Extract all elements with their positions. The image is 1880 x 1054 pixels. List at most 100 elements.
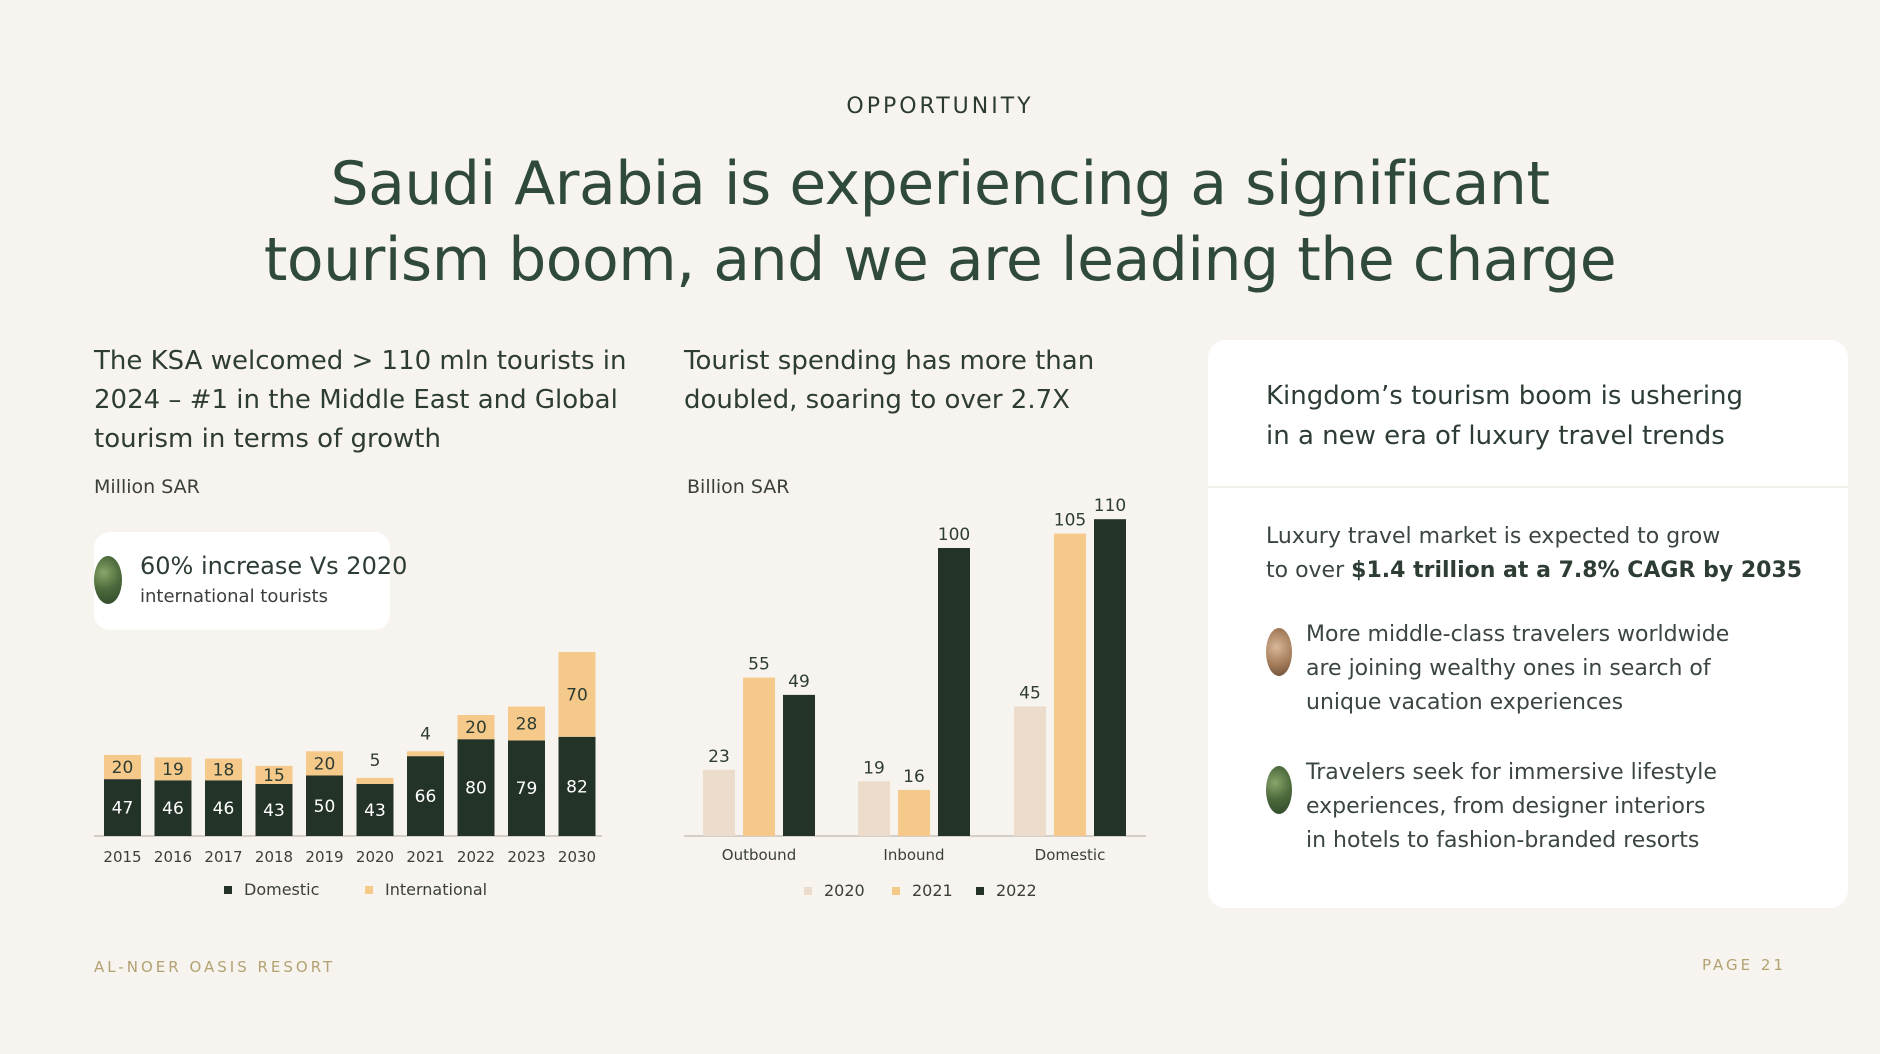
tick-label-outbound: Outbound: [722, 846, 796, 864]
bar-international-2030: [558, 652, 596, 737]
legend-label-domestic: Domestic: [244, 880, 320, 899]
title-line-1: Saudi Arabia is experiencing a significa…: [330, 149, 1550, 219]
bullet-immersive: Travelers seek for immersive lifestyle e…: [1306, 756, 1776, 858]
bar-inbound-2022: [938, 548, 970, 836]
left-legend-domestic: Domestic: [224, 880, 319, 899]
eyebrow: OPPORTUNITY: [846, 94, 1034, 119]
data-label-domestic-2020: 43: [364, 801, 386, 821]
bar-domestic-2021: [407, 756, 444, 836]
left-heading-line-3: tourism in terms of growth: [94, 424, 441, 454]
middle-legend-2020: 2020: [804, 881, 865, 900]
lead-line-2: to over $1.4 trillion at a 7.8% CAGR by …: [1266, 554, 1806, 588]
data-label-domestic-2030: 82: [566, 777, 588, 797]
tick-label-2030: 2030: [558, 848, 596, 866]
panel-divider: [1208, 486, 1848, 488]
data-label-international-2020: 5: [370, 751, 381, 771]
tick-label-2016: 2016: [154, 848, 192, 866]
data-label-domestic-2022: 80: [465, 779, 487, 799]
bar-inbound-2020: [858, 781, 890, 836]
data-label-domestic-2023: 79: [516, 779, 538, 799]
data-label-international-2019: 20: [314, 754, 336, 774]
data-label-international-2023: 28: [516, 714, 538, 734]
lead-highlight: $1.4 trillion at a 7.8% CAGR by 2035: [1351, 558, 1803, 583]
data-label-inbound-2020: 19: [863, 758, 885, 778]
data-label-international-2030: 70: [566, 685, 588, 705]
bullet2-line-2: experiences, from designer interiors: [1306, 794, 1706, 819]
page-title: Saudi Arabia is experiencing a significa…: [0, 146, 1880, 298]
bar-domestic-2016: [154, 780, 192, 836]
data-label-domestic-2021: 66: [415, 787, 437, 807]
data-label-international-2016: 19: [162, 760, 184, 780]
leaf-icon: [1266, 628, 1292, 676]
bar-domestic-2022: [457, 739, 495, 836]
panel-heading: Kingdom’s tourism boom is ushering in a …: [1266, 376, 1806, 456]
bar-international-2017: [205, 758, 242, 781]
lead-line-1: Luxury travel market is expected to grow: [1266, 524, 1721, 549]
data-label-international-2015: 20: [112, 758, 134, 778]
tick-label-2018: 2018: [255, 848, 293, 866]
spending-grouped-bar-chart: 23 55 49 Outbound 19 16 100 Inbound 45 105 110 Dome…: [684, 496, 1146, 864]
tick-label-inbound: Inbound: [883, 846, 944, 864]
bar-domestic-2017: [205, 780, 242, 836]
footer-brand: AL-NOER OASIS RESORT: [94, 958, 336, 976]
middle-legend-2022: 2022: [976, 881, 1037, 900]
left-heading-line-1: The KSA welcomed > 110 mln tourists in: [94, 346, 627, 376]
leaf-icon: [1266, 766, 1292, 814]
bar-international-2015: [104, 754, 141, 780]
footer-page-number: PAGE 21: [1701, 956, 1786, 974]
bar-outbound-2022: [783, 694, 815, 836]
bar-international-2019: [306, 751, 343, 776]
legend-swatch-domestic: [224, 885, 232, 894]
bullet2-line-3: in hotels to fashion-branded resorts: [1306, 828, 1700, 853]
bar-domestic-2015: [104, 779, 141, 836]
leaf-icon: [94, 556, 122, 604]
left-heading: The KSA welcomed > 110 mln tourists in 2…: [94, 342, 654, 459]
bullet2-line-1: Travelers seek for immersive lifestyle: [1306, 760, 1717, 785]
bullet1-line-2: are joining wealthy ones in search of: [1306, 656, 1711, 681]
tourists-stacked-bar-chart: 47 20 2015 46 19 2016 46 18 2017 43 15 2018 50 20 2019…: [94, 652, 602, 866]
data-label-domestic-2018: 43: [263, 801, 285, 821]
bar-domestic-2020: [1014, 706, 1046, 836]
tick-label-2023: 2023: [507, 848, 545, 866]
bullet1-line-1: More middle-class travelers worldwide: [1306, 622, 1730, 647]
left-heading-line-2: 2024 – #1 in the Middle East and Global: [94, 385, 618, 415]
lead-prefix: to over: [1266, 558, 1352, 583]
legend-label-2021: 2021: [912, 881, 953, 900]
bar-domestic-2023: [508, 740, 545, 836]
bar-international-2020: [356, 777, 394, 784]
data-label-domestic-2020: 45: [1019, 683, 1041, 703]
data-label-outbound-2022: 49: [788, 672, 810, 692]
tick-label-domestic: Domestic: [1035, 846, 1106, 864]
bar-domestic-2020: [356, 783, 394, 836]
data-label-inbound-2022: 100: [938, 525, 970, 545]
data-label-domestic-2017: 46: [213, 799, 235, 819]
data-label-outbound-2021: 55: [748, 655, 770, 675]
legend-swatch-2021: [892, 886, 900, 895]
tick-label-2019: 2019: [305, 848, 343, 866]
increase-callout: 60% increase Vs 2020 international touri…: [94, 532, 407, 630]
data-label-international-2017: 18: [213, 760, 235, 780]
data-label-domestic-2021: 105: [1054, 511, 1086, 531]
panel-heading-line-2: in a new era of luxury travel trends: [1266, 421, 1725, 451]
middle-heading-line-2: doubled, soaring to over 2.7X: [684, 385, 1070, 415]
bar-domestic-2030: [558, 736, 596, 836]
data-label-outbound-2020: 23: [708, 747, 730, 767]
legend-label-2022: 2022: [996, 881, 1037, 900]
legend-swatch-2020: [804, 886, 812, 895]
legend-swatch-international: [365, 885, 373, 894]
data-label-domestic-2016: 46: [162, 799, 184, 819]
data-label-domestic-2015: 47: [112, 799, 134, 819]
middle-heading-line-1: Tourist spending has more than: [684, 346, 1095, 376]
callout-headline: 60% increase Vs 2020: [140, 552, 408, 580]
bar-domestic-2019: [306, 775, 343, 836]
bar-domestic-2022: [1094, 519, 1126, 836]
bar-outbound-2021: [743, 677, 775, 836]
bar-domestic-2018: [255, 783, 293, 836]
tick-label-2015: 2015: [103, 848, 141, 866]
title-line-2: tourism boom, and we are leading the cha…: [263, 225, 1617, 295]
bar-outbound-2020: [703, 769, 735, 836]
data-label-inbound-2021: 16: [903, 767, 925, 787]
bullet1-line-3: unique vacation experiences: [1306, 690, 1624, 715]
bar-international-2016: [154, 757, 192, 781]
callout-subtext: international tourists: [140, 586, 328, 607]
